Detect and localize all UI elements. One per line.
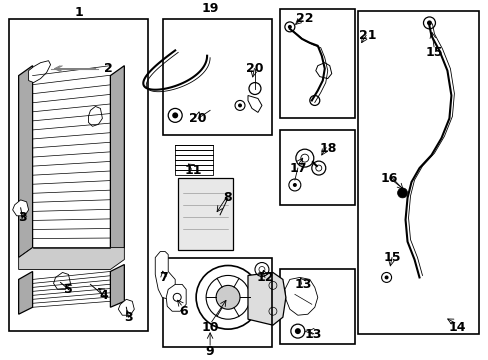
Text: 4: 4	[99, 289, 107, 302]
Bar	[279, 130, 354, 205]
Text: 12: 12	[256, 271, 273, 284]
Polygon shape	[110, 265, 124, 307]
Text: 11: 11	[184, 163, 202, 176]
Bar	[357, 11, 478, 334]
Text: 5: 5	[64, 283, 73, 296]
Bar	[9, 19, 148, 331]
Bar	[279, 270, 354, 344]
Polygon shape	[53, 273, 70, 289]
Text: 1: 1	[74, 6, 82, 19]
Bar	[178, 178, 233, 249]
Polygon shape	[155, 252, 175, 299]
Polygon shape	[19, 66, 33, 257]
Polygon shape	[166, 284, 186, 311]
Polygon shape	[285, 278, 317, 315]
Text: 15: 15	[383, 251, 401, 264]
Circle shape	[172, 112, 178, 118]
Bar	[175, 145, 213, 175]
Bar	[163, 19, 271, 135]
Circle shape	[238, 103, 242, 107]
Bar	[279, 9, 354, 118]
Polygon shape	[110, 66, 124, 257]
Text: 9: 9	[205, 345, 214, 357]
Bar	[163, 257, 271, 347]
Text: 14: 14	[447, 321, 465, 334]
Text: 19: 19	[201, 3, 218, 15]
Text: 3: 3	[18, 211, 27, 224]
Circle shape	[426, 21, 431, 26]
Circle shape	[384, 275, 388, 279]
Text: 22: 22	[295, 13, 313, 26]
Polygon shape	[19, 271, 33, 314]
Circle shape	[287, 25, 291, 29]
Polygon shape	[247, 273, 285, 325]
Text: 20: 20	[246, 62, 263, 75]
Text: 18: 18	[319, 142, 336, 155]
Polygon shape	[29, 61, 50, 82]
Text: 3: 3	[124, 311, 132, 324]
Circle shape	[294, 328, 300, 334]
Circle shape	[216, 285, 240, 309]
Text: 7: 7	[159, 271, 167, 284]
Polygon shape	[88, 107, 102, 126]
Circle shape	[292, 183, 296, 187]
Text: 10: 10	[201, 321, 219, 334]
Text: 16: 16	[380, 171, 397, 185]
Text: 6: 6	[179, 305, 187, 318]
Text: 13: 13	[304, 328, 321, 341]
Polygon shape	[13, 200, 29, 216]
Text: 2: 2	[104, 62, 113, 75]
Text: 20: 20	[189, 112, 206, 125]
Polygon shape	[315, 63, 331, 78]
Circle shape	[397, 188, 407, 198]
Text: 13: 13	[294, 278, 311, 291]
Text: 21: 21	[358, 29, 376, 42]
Polygon shape	[247, 95, 262, 112]
Polygon shape	[19, 248, 124, 270]
Text: 8: 8	[224, 192, 232, 204]
Polygon shape	[118, 299, 134, 315]
Text: 17: 17	[288, 162, 306, 175]
Text: 15: 15	[425, 46, 442, 59]
